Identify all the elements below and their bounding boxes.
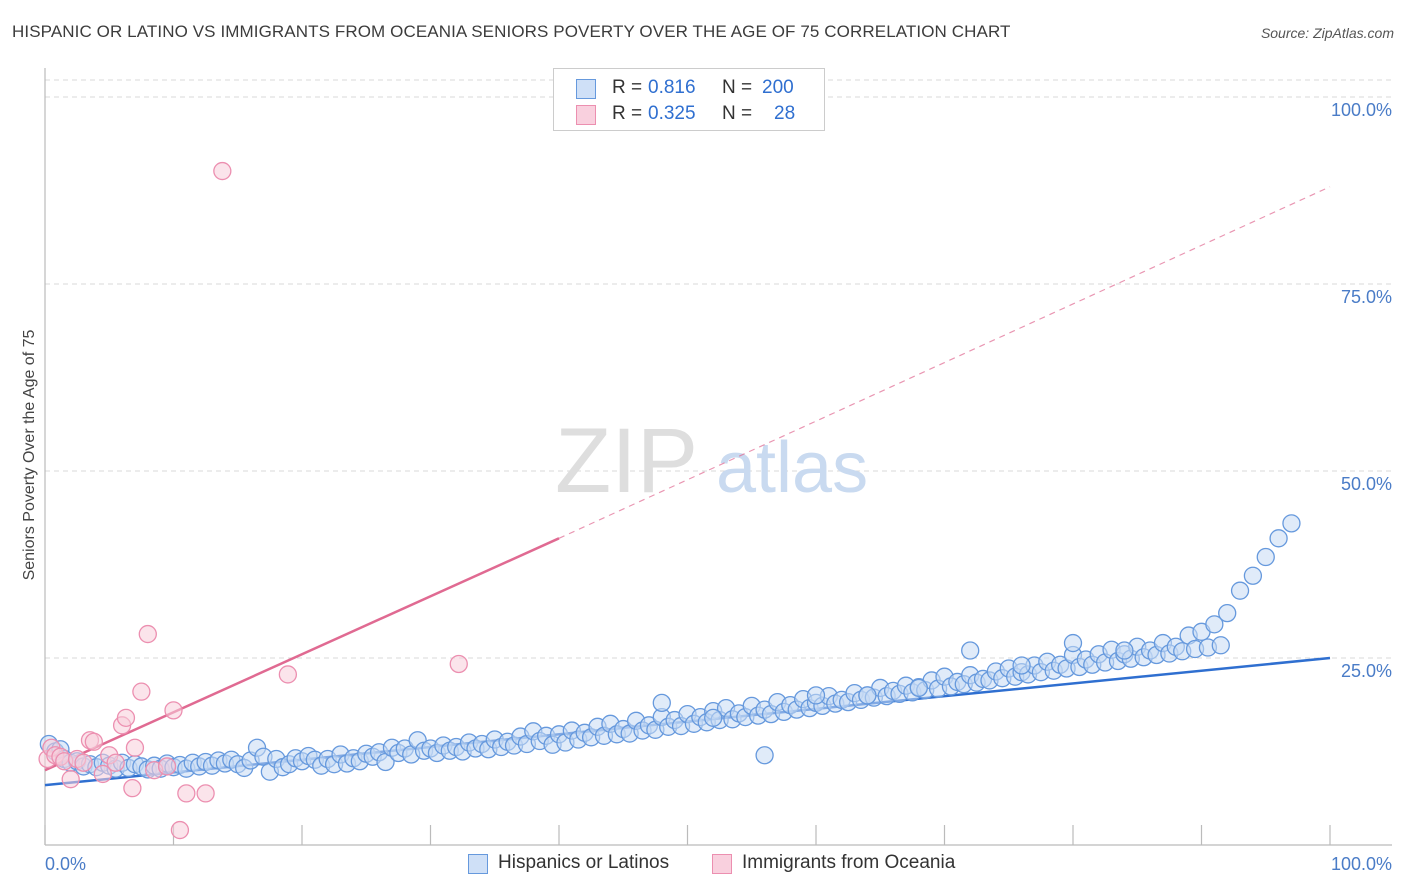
- gridlines: [45, 79, 1392, 659]
- point-hispanic: [1063, 633, 1083, 653]
- legend-swatch-oceania: [712, 854, 732, 874]
- legend-label-hispanic: Hispanics or Latinos: [498, 852, 670, 873]
- bottom-legend: Hispanics or Latinos Immigrants from Oce…: [468, 852, 988, 876]
- point-oceania: [177, 784, 196, 803]
- chart-title: HISPANIC OR LATINO VS IMMIGRANTS FROM OC…: [12, 22, 1011, 41]
- point-hispanic: [1243, 566, 1263, 585]
- y-tick-label: 100.0%: [1331, 100, 1392, 120]
- y-tick-label: 50.0%: [1341, 474, 1392, 494]
- point-oceania: [116, 708, 136, 727]
- point-oceania: [138, 624, 157, 644]
- legend-swatch-blue: [576, 79, 596, 99]
- point-oceania: [157, 757, 177, 776]
- point-oceania: [132, 682, 151, 701]
- tick-labels: 25.0% 50.0% 75.0% 100.0% 0.0% 100.0%: [45, 100, 1392, 874]
- n-label: N =: [722, 103, 753, 124]
- source-label: Source: ZipAtlas.com: [1260, 25, 1394, 41]
- point-hispanic: [1205, 615, 1224, 634]
- point-oceania: [196, 784, 215, 803]
- point-oceania: [164, 701, 183, 720]
- y-tick-label: 25.0%: [1341, 661, 1392, 681]
- point-hispanic: [755, 746, 774, 765]
- point-oceania: [93, 764, 112, 784]
- point-hispanic: [1211, 636, 1230, 655]
- point-hispanic: [1230, 581, 1250, 600]
- point-oceania: [84, 732, 103, 751]
- point-hispanic: [961, 641, 980, 660]
- legend-swatch-hispanic: [468, 854, 488, 874]
- data-points: [38, 161, 1301, 840]
- r-value: 0.325: [648, 103, 696, 124]
- point-hispanic: [1282, 514, 1301, 533]
- point-oceania: [106, 753, 125, 772]
- point-hispanic: [1012, 656, 1031, 675]
- point-oceania: [123, 779, 142, 798]
- n-label: N =: [722, 77, 753, 98]
- x-tick-label: 100.0%: [1331, 854, 1392, 874]
- n-value: 28: [774, 103, 796, 124]
- r-label: R =: [612, 77, 643, 98]
- point-oceania: [170, 820, 190, 840]
- point-hispanic: [858, 686, 877, 705]
- trend-line-oceania-extension: [558, 186, 1331, 539]
- point-hispanic: [652, 693, 671, 713]
- point-oceania: [61, 770, 80, 789]
- point-hispanic: [704, 708, 723, 727]
- point-oceania: [449, 654, 468, 674]
- r-label: R =: [612, 103, 643, 124]
- point-oceania: [74, 753, 93, 772]
- y-tick-label: 75.0%: [1341, 287, 1392, 307]
- trend-line-oceania: [44, 537, 560, 772]
- point-hispanic: [909, 678, 928, 698]
- axes: [44, 68, 1392, 846]
- legend-label-oceania: Immigrants from Oceania: [742, 852, 956, 873]
- point-oceania: [213, 161, 232, 181]
- point-hispanic: [806, 686, 826, 705]
- point-oceania: [278, 665, 298, 684]
- point-hispanic: [1269, 529, 1288, 548]
- watermark: ZIP atlas: [555, 410, 868, 512]
- point-hispanic: [1218, 603, 1237, 623]
- point-hispanic: [1115, 641, 1134, 660]
- r-value: 0.816: [648, 77, 696, 98]
- n-value: 200: [762, 77, 794, 98]
- point-hispanic: [1256, 547, 1275, 567]
- legend-swatch-pink: [576, 105, 596, 125]
- watermark-zip: ZIP: [555, 410, 698, 512]
- watermark-atlas: atlas: [716, 428, 868, 508]
- point-oceania: [125, 738, 145, 757]
- stats-box: R = 0.816 N = 200 R = 0.325 N = 28: [553, 68, 825, 131]
- x-tick-label: 0.0%: [45, 854, 86, 874]
